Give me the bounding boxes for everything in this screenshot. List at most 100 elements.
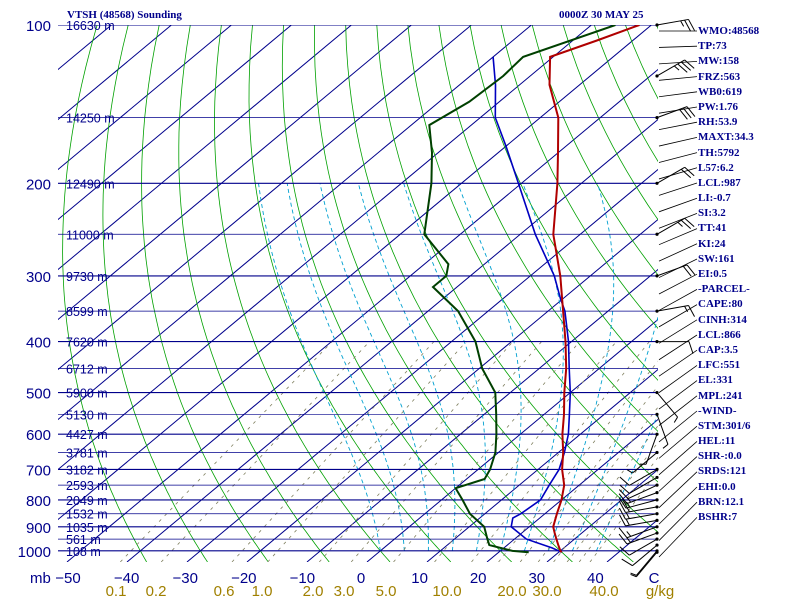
- mixing-ratio-tick-label: 0.6: [214, 583, 235, 600]
- panel-stat: SRDS:121: [698, 465, 747, 478]
- wind-barb-shaft: [656, 305, 689, 312]
- mixing-ratio-tick-label: 20.0: [497, 583, 526, 600]
- wind-barb-flag: [680, 61, 692, 71]
- wind-barb: [619, 514, 659, 527]
- panel-stat: FRZ:563: [698, 70, 741, 83]
- wind-barb: [618, 483, 659, 500]
- isotherm-line: [426, 368, 658, 562]
- temperature-tick-label: −40: [114, 570, 139, 587]
- mixing-ratio-line: [160, 341, 370, 562]
- wind-barb-base: [655, 115, 659, 120]
- height-label: 561 m: [66, 533, 101, 547]
- wind-barb-half-flag: [626, 469, 633, 474]
- height-label: 16630 m: [66, 19, 115, 33]
- wind-barb-half-flag: [662, 444, 669, 449]
- wind-barb-shaft: [656, 414, 669, 445]
- pressure-tick-label: 200: [26, 176, 51, 193]
- wind-barb-shaft: [625, 519, 658, 527]
- panel-leader-line: [658, 243, 698, 262]
- wind-barb-half-flag: [680, 20, 685, 27]
- panel-leader-line: [658, 441, 698, 476]
- panel-leader-line: [658, 410, 698, 443]
- wind-barb-base: [655, 518, 659, 522]
- panel-leader-line: [658, 517, 698, 558]
- mixing-ratio-line: [318, 341, 514, 562]
- wind-barb-shaft: [629, 468, 658, 486]
- wind-barb-flag: [619, 546, 630, 556]
- temperature-tick-label: C: [649, 570, 660, 587]
- height-label: 1035 m: [66, 521, 108, 535]
- panel-leader-line: [658, 121, 698, 131]
- panel-stat: STM:301/6: [698, 419, 751, 432]
- wind-barb-shaft: [656, 217, 685, 235]
- moist-adiabat-line: [357, 183, 456, 551]
- panel-stat: SW:161: [698, 252, 735, 265]
- panel-leader-line: [658, 228, 698, 246]
- dry-adiabat-line: [102, 25, 208, 562]
- wind-barb-base: [655, 505, 659, 509]
- dewpoint-trace: [423, 25, 616, 554]
- wind-barb-half-flag: [630, 572, 637, 576]
- panel-stat: CINH:314: [698, 313, 747, 326]
- mixing-ratio-line: [231, 341, 435, 562]
- wind-barb-flag: [688, 341, 694, 354]
- pressure-tick-label: 900: [26, 520, 51, 537]
- temperature-tick-label: −10: [290, 570, 315, 587]
- wind-barb-flag: [682, 107, 692, 119]
- dry-adiabat-line: [469, 25, 658, 381]
- panel-stat: HEL:11: [698, 435, 736, 448]
- wind-barb: [619, 500, 659, 513]
- pressure-tick-label: 800: [26, 493, 51, 510]
- pressure-tick-label: 400: [26, 335, 51, 352]
- sounding-time: 0000Z 30 MAY 25: [559, 9, 644, 21]
- panel-stat: RH:53.9: [698, 116, 738, 129]
- mixing-ratio-line: [120, 341, 333, 562]
- wind-barb-flag: [688, 19, 695, 31]
- panel-stat: BSHR:7: [698, 511, 738, 523]
- pressure-tick-label: 700: [26, 462, 51, 479]
- wind-barb-flag: [684, 59, 695, 69]
- panel-stat: -PARCEL-: [698, 283, 750, 296]
- mixing-ratio-tick-label: 0.2: [146, 583, 167, 600]
- height-label: 1532 m: [66, 508, 108, 522]
- panel-stat: LI:-0.7: [698, 192, 731, 205]
- panel-leader-line: [658, 137, 698, 147]
- mixing-ratio-tick-label: 30.0: [532, 583, 561, 600]
- wind-barb-half-flag: [677, 221, 683, 227]
- panel-stat: KI:24: [698, 237, 726, 250]
- wind-barb-base: [655, 525, 659, 529]
- height-label: 2593 m: [66, 479, 108, 493]
- wind-barb-half-flag: [625, 519, 630, 526]
- wind-barb-flag: [618, 493, 628, 504]
- wind-barb-half-flag: [625, 512, 630, 519]
- wind-barb-base: [655, 543, 659, 547]
- mixing-ratio-line: [267, 341, 467, 562]
- wind-barbs: [618, 18, 696, 578]
- dry-adiabat-line: [141, 25, 269, 562]
- panel-stat: EI:0.5: [698, 268, 728, 280]
- wind-barb-half-flag: [673, 65, 680, 71]
- dry-adiabat-line: [281, 25, 512, 562]
- height-label: 5130 m: [66, 408, 108, 422]
- wind-barb: [655, 18, 695, 32]
- temperature-tick-label: 10: [411, 570, 428, 587]
- panel-leader-line: [658, 61, 698, 65]
- wind-barb: [655, 390, 678, 423]
- mixing-ratio-tick-label: 2.0: [303, 583, 324, 600]
- wind-barb: [618, 525, 659, 539]
- wind-barb: [619, 507, 659, 520]
- wind-barb-shaft: [625, 513, 658, 520]
- panel-stat: LCL:866: [698, 328, 741, 341]
- wind-barb: [621, 543, 659, 567]
- wind-barb-flag: [677, 63, 688, 73]
- wind-barb-shaft: [636, 551, 658, 578]
- height-label: 4427 m: [66, 428, 108, 442]
- wind-barb-flag: [618, 533, 628, 545]
- wind-barb-shaft: [656, 18, 689, 26]
- wind-barb-base: [655, 491, 659, 495]
- isotherm-line: [58, 25, 652, 521]
- wind-barb-flag: [619, 501, 626, 513]
- wind-barb-half-flag: [673, 416, 678, 423]
